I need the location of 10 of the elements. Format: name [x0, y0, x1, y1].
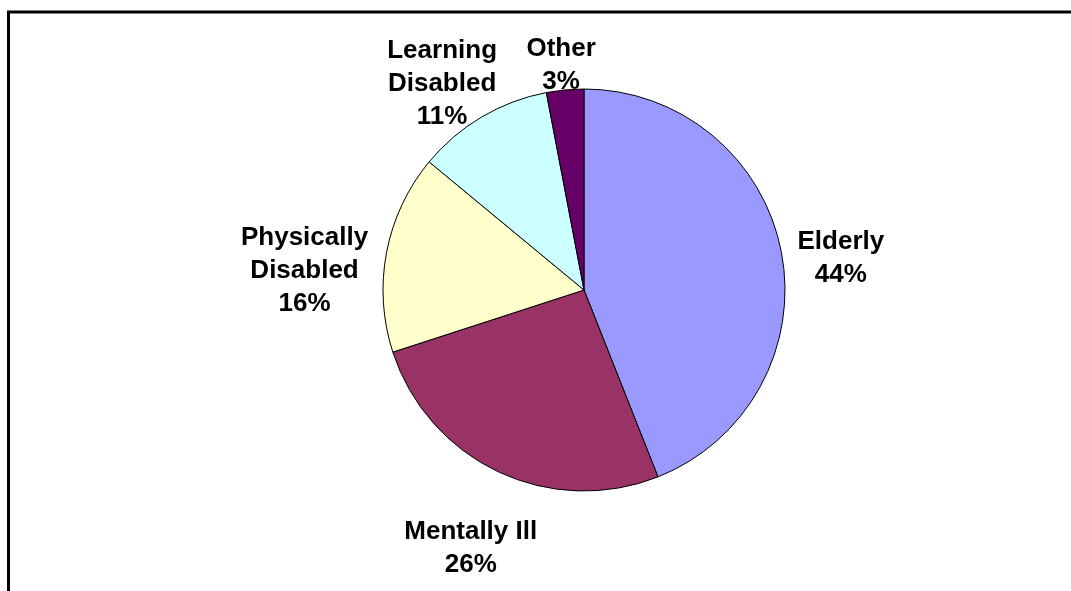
data-label: 16%: [278, 286, 331, 317]
slice-label: Elderly: [797, 225, 885, 255]
data-label: 3%: [542, 64, 580, 95]
slice-label: Learning Disabled: [387, 34, 498, 98]
slice-label: Other: [526, 31, 596, 62]
data-label: 11%: [416, 100, 468, 131]
slice-label: Physically Disabled: [240, 220, 369, 284]
data-label: 26%: [444, 547, 497, 578]
slice-label: Mentally Ill: [404, 514, 538, 545]
data-label: 44%: [814, 258, 867, 288]
